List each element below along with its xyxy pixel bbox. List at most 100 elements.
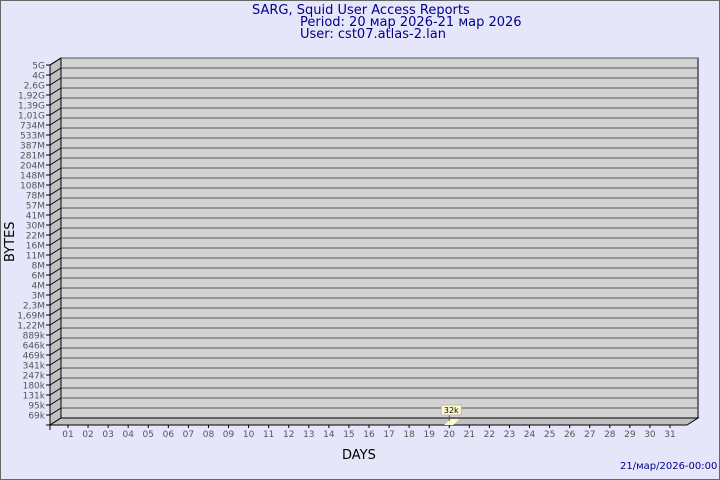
bar-day-20 — [444, 419, 460, 425]
grid-diagonal — [49, 177, 62, 186]
y-tick-label: 646k — [23, 342, 46, 352]
grid-diagonal — [49, 217, 62, 226]
y-tick-label: 734M — [20, 122, 45, 132]
grid-diagonal — [49, 107, 62, 116]
y-tick-label: 204M — [20, 162, 45, 172]
grid-diagonal — [49, 257, 62, 266]
grid-diagonal — [49, 397, 62, 406]
x-tick-label: 17 — [383, 430, 394, 440]
x-tick-label: 05 — [143, 430, 154, 440]
x-tick-label: 07 — [183, 430, 194, 440]
grid-diagonal — [49, 327, 62, 336]
x-tick-label: 27 — [584, 430, 595, 440]
grid-diagonal — [49, 247, 62, 256]
x-tick-label: 31 — [664, 430, 675, 440]
x-tick-label: 22 — [484, 430, 495, 440]
grid-diagonal — [49, 157, 62, 166]
y-tick-label: 387M — [20, 142, 45, 152]
y-tick-label: 889k — [23, 332, 46, 342]
x-tick-label: 28 — [604, 430, 616, 440]
y-tick-label: 469k — [23, 352, 46, 362]
grid-diagonal — [49, 187, 62, 196]
grid-diagonal — [49, 277, 62, 286]
x-tick-label: 24 — [524, 430, 536, 440]
y-axis-label: BYTES — [3, 221, 18, 262]
y-tick-label: 108M — [20, 182, 45, 192]
plot-floor — [48, 417, 700, 426]
grid-diagonal — [49, 317, 62, 326]
y-tick-label: 41M — [26, 212, 45, 222]
grid-diagonal — [49, 387, 62, 396]
y-tick-label: 57M — [26, 202, 45, 212]
y-tick-label: 1,39G — [18, 102, 45, 112]
grid-diagonal — [49, 347, 62, 356]
grid-diagonal — [49, 367, 62, 376]
x-tick-label: 26 — [564, 430, 576, 440]
report-title: SARG, Squid User Access Reports — [252, 3, 470, 18]
x-tick-label: 16 — [363, 430, 375, 440]
y-tick-label: 6M — [32, 272, 46, 282]
y-tick-label: 95k — [28, 402, 45, 412]
x-tick-label: 23 — [504, 430, 515, 440]
x-tick-label: 09 — [223, 430, 235, 440]
grid-diagonal — [49, 97, 62, 106]
x-tick-label: 14 — [323, 430, 335, 440]
grid-diagonal — [49, 167, 62, 176]
y-tick-label: 11M — [26, 252, 45, 262]
x-tick-label: 20 — [444, 430, 456, 440]
footer-timestamp: 21/мар/2026-00:00 — [620, 461, 718, 472]
grid-diagonal — [49, 337, 62, 346]
x-tick-label: 02 — [82, 430, 93, 440]
bar-label-box — [440, 404, 462, 416]
y-tick-label: 180k — [23, 382, 46, 392]
x-tick-label: 15 — [343, 430, 354, 440]
x-tick-label: 18 — [403, 430, 415, 440]
x-axis-label: DAYS — [342, 448, 376, 463]
x-tick-label: 30 — [644, 430, 656, 440]
x-tick-label: 13 — [303, 430, 314, 440]
x-tick-label: 03 — [102, 430, 113, 440]
y-tick-label: 69k — [28, 412, 45, 422]
grid-diagonal — [49, 377, 62, 386]
grid-diagonal — [49, 67, 62, 76]
y-tick-label: 148M — [20, 172, 45, 182]
x-tick-label: 04 — [122, 430, 134, 440]
y-tick-label: 1,92G — [18, 92, 45, 102]
y-tick-label: 3M — [32, 292, 46, 302]
y-tick-label: 5G — [32, 62, 45, 72]
y-tick-label: 30M — [26, 222, 45, 232]
y-tick-label: 1,69M — [17, 312, 45, 322]
y-tick-label: 341k — [23, 362, 46, 372]
report-user: User: cst07.atlas-2.lan — [300, 27, 446, 42]
report-period: Period: 20 мар 2026-21 мар 2026 — [300, 15, 522, 30]
bar-data-label: 32k — [444, 406, 459, 415]
grid-diagonal — [49, 77, 62, 86]
grid-diagonal — [49, 197, 62, 206]
y-tick-label: 131k — [23, 392, 46, 402]
y-tick-label: 247k — [23, 372, 46, 382]
grid-diagonal — [49, 147, 62, 156]
x-tick-label: 01 — [62, 430, 73, 440]
grid-diagonal — [49, 57, 62, 66]
y-tick-label: 8M — [32, 262, 46, 272]
x-tick-label: 06 — [163, 430, 175, 440]
grid-diagonal — [49, 267, 62, 276]
y-tick-label: 16M — [26, 242, 45, 252]
x-tick-label: 19 — [423, 430, 435, 440]
grid-diagonal — [49, 407, 62, 416]
grid-diagonal — [49, 87, 62, 96]
y-tick-label: 2,3M — [23, 302, 45, 312]
y-tick-label: 1,01G — [18, 112, 45, 122]
grid-diagonal — [49, 307, 62, 316]
grid-diagonal — [49, 357, 62, 366]
y-tick-label: 281M — [20, 152, 45, 162]
y-tick-label: 2,6G — [24, 82, 45, 92]
y-tick-label: 533M — [20, 132, 45, 142]
x-tick-label: 25 — [544, 430, 555, 440]
grid-diagonal — [49, 297, 62, 306]
x-tick-label: 10 — [243, 430, 255, 440]
grid-diagonal — [49, 287, 62, 296]
grid-diagonal — [49, 207, 62, 216]
grid-diagonal — [49, 127, 62, 136]
